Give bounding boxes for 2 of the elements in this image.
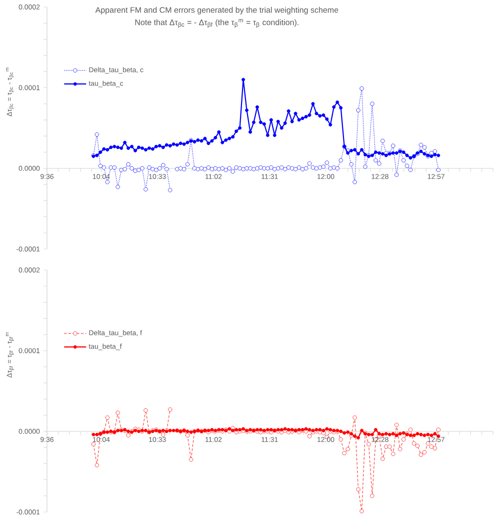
text: Note that Δτ$_{βc}$ = - Δτ$_{βf}$ (the τ$_{β}$$^{m}$ = τ$_{β}$ condition).	[135, 19, 298, 28]
chart-title: Apparent FM and CM errors generated by the trial weighting scheme	[95, 6, 338, 14]
